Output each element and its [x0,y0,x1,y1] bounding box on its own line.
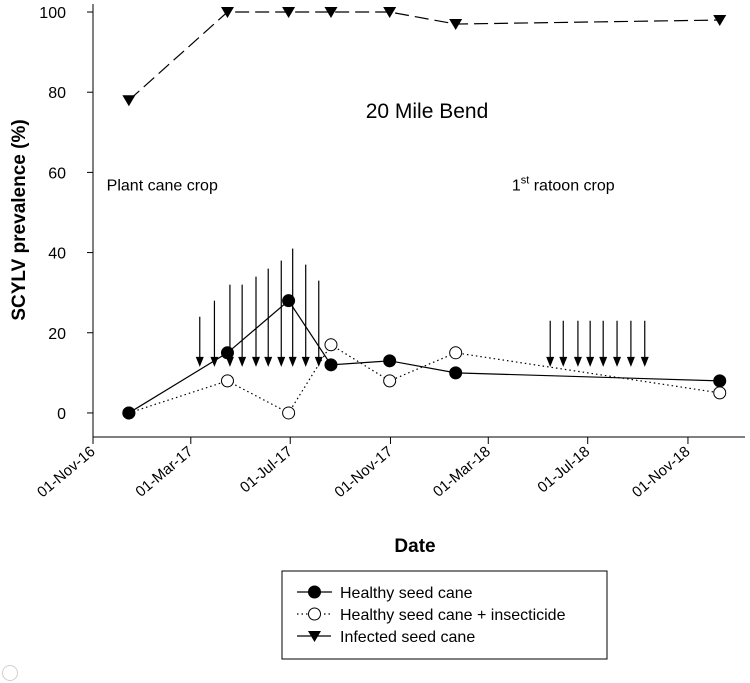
data-point [324,7,338,19]
data-point [220,7,234,19]
corner-mark-icon [2,665,18,681]
arrow-head [225,356,234,367]
legend-entry-infected-seed-cane: Infected seed cane [297,629,475,646]
legend-entry-healthy-seed-cane: Healthy seed cane [297,585,473,602]
data-point [383,7,397,19]
insecticide-arrow-icon [586,320,595,367]
insecticide-arrows [195,248,649,367]
arrow-head [640,356,649,367]
y-tick-label: 100 [39,5,66,22]
x-tick-label: 01-Jul-18 [534,443,593,496]
insecticide-arrow-icon [225,284,234,367]
x-tick-label: 01-Jul-17 [237,443,296,496]
series-infected-seed-cane [122,7,727,107]
x-tick-label: 01-Nov-16 [34,443,99,501]
arrow-head [546,356,555,367]
arrow-head [301,356,310,367]
arrow-head [573,356,582,367]
data-point [713,386,727,400]
insecticide-arrow-icon [301,264,310,367]
data-point [449,346,463,360]
arrow-head [238,356,247,367]
x-tick-label: 01-Nov-18 [629,443,694,501]
y-tick-label: 20 [48,326,66,343]
insecticide-arrow-icon [599,320,608,367]
annotation-ratoon: 1st ratoon crop [512,174,615,194]
arrow-head [252,356,260,367]
legend-marker [308,607,321,621]
series-layer [122,7,727,420]
y-axis-ticks: 0 20 40 60 80 100 [39,5,93,423]
annotation-ratoon-num: 1 [512,177,521,194]
data-point [383,374,397,388]
y-tick-label: 0 [57,406,66,423]
legend-label: Infected seed cane [340,629,475,646]
annotation-plant-cane: Plant cane crop [107,177,218,194]
y-tick-label: 60 [48,165,66,182]
series-healthy-seed-cane [122,294,727,420]
data-point [282,7,296,19]
legend-label: Healthy seed cane + insecticide [340,607,566,624]
insecticide-arrow-icon [546,320,555,367]
insecticide-arrow-icon [195,316,204,367]
data-point [122,406,136,420]
arrow-head [264,356,273,367]
legend-entries: Healthy seed cane Healthy seed cane + ins… [297,585,566,646]
x-axis-title: Date [394,536,435,557]
data-point [122,95,136,107]
arrow-head [277,356,286,367]
legend-marker [308,585,321,599]
annotation-ratoon-rest: ratoon crop [529,177,614,194]
arrow-head [314,356,323,367]
insecticide-arrow-icon [613,320,622,367]
insecticide-arrow-icon [210,300,219,367]
plot-area: 0 20 40 60 80 100 01-Nov-16 01-Mar-17 01-Jul-17… [34,4,745,501]
y-tick-label: 40 [48,246,66,263]
arrow-head [559,356,568,367]
data-point [449,19,463,31]
data-point [449,366,463,380]
arrow-head [586,356,595,367]
data-point [383,354,397,368]
y-tick-label: 80 [48,85,66,102]
legend-entry-healthy-seed-cane-insecticide: Healthy seed cane + insecticide [297,607,566,624]
annotation-ratoon-sup: st [521,174,530,186]
arrow-head [195,356,204,367]
insecticide-arrow-icon [277,260,286,367]
legend-box [281,570,608,660]
data-point [220,346,234,360]
data-point [282,406,296,420]
arrow-head [613,356,622,367]
insecticide-arrow-icon [559,320,568,367]
legend-marker [308,631,321,642]
insecticide-arrow-icon [252,276,260,367]
data-point [324,338,338,352]
x-tick-label: 01-Nov-17 [331,443,396,501]
arrow-head [626,356,635,367]
insecticide-arrow-icon [238,284,247,367]
insecticide-arrow-icon [640,320,649,367]
insecticide-arrow-icon [264,268,273,367]
data-point [220,374,234,388]
legend-label: Healthy seed cane [340,585,473,602]
insecticide-arrow-icon [314,280,323,367]
x-tick-label: 01-Mar-17 [132,443,196,501]
x-axis-ticks: 01-Nov-16 01-Mar-17 01-Jul-17 01-Nov-17 01-M… [34,437,694,501]
insecticide-arrow-icon [573,320,582,367]
chart-title: 20 Mile Bend [366,100,489,123]
data-point [324,358,338,372]
legend: Healthy seed cane Healthy seed cane + ins… [281,570,608,660]
data-point [713,374,727,388]
x-tick-label: 01-Mar-18 [430,443,494,501]
arrow-head [599,356,608,367]
data-point [713,15,727,27]
y-axis-title: SCYLV prevalence (%) [9,119,30,320]
data-point [282,294,296,308]
insecticide-arrow-icon [626,320,635,367]
arrow-head [288,356,297,367]
series-line [128,11,720,101]
